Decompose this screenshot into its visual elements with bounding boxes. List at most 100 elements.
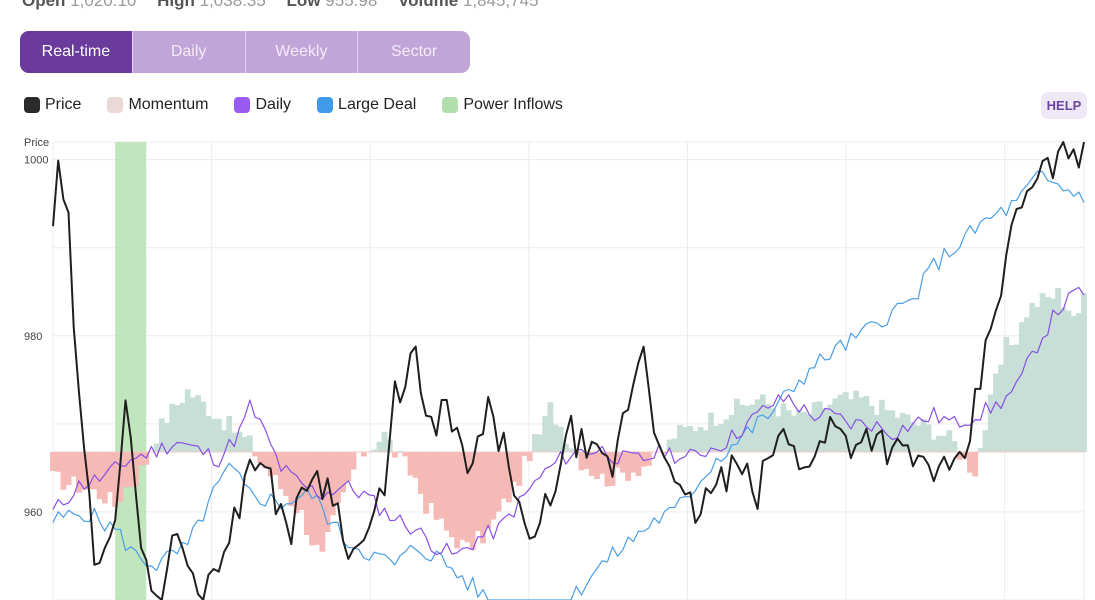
momentum-bar (272, 452, 279, 476)
tab-real-time[interactable]: Real-time (20, 31, 132, 73)
momentum-bar (599, 452, 606, 474)
price-chart: Price 1000 980 960 (24, 137, 1087, 600)
momentum-bar (200, 401, 207, 453)
legend-item-momentum[interactable]: Momentum (107, 96, 208, 114)
momentum-bar (982, 430, 989, 453)
momentum-bar (91, 452, 98, 490)
momentum-bar (65, 452, 72, 485)
momentum-bar (713, 425, 720, 453)
low-label: Low (286, 0, 321, 10)
momentum-bar (469, 452, 476, 551)
momentum-bar (827, 404, 834, 453)
momentum-bar (205, 416, 212, 453)
volume-value: 1,845,745 (462, 0, 539, 10)
momentum-bar (993, 373, 999, 453)
momentum-bar (449, 452, 455, 538)
momentum-bar (329, 452, 336, 516)
momentum-bar (946, 430, 953, 453)
legend-item-daily[interactable]: Daily (234, 96, 291, 114)
momentum-bar (459, 452, 466, 540)
momentum-bar (381, 431, 388, 453)
legend-item-price[interactable]: Price (24, 96, 81, 114)
momentum-bar (583, 452, 590, 470)
legend-item-large-deal[interactable]: Large Deal (317, 96, 416, 114)
momentum-bar (936, 435, 942, 453)
momentum-bar (640, 452, 647, 467)
momentum-bar (620, 452, 626, 473)
momentum-bar (438, 452, 445, 519)
momentum-bar (749, 404, 756, 453)
momentum-bar (1075, 313, 1082, 453)
momentum-bar (376, 441, 383, 453)
momentum-bar (107, 452, 113, 493)
momentum-bar (516, 452, 523, 486)
tab-daily[interactable]: Daily (131, 31, 245, 73)
momentum-bar (1050, 298, 1056, 453)
y-tick-label: 980 (24, 331, 42, 343)
series-lines (52, 141, 1085, 600)
momentum-bar (443, 452, 450, 531)
momentum-bar (625, 452, 631, 481)
momentum-bar (1024, 317, 1030, 453)
momentum-bar (609, 452, 616, 486)
momentum-bar (407, 452, 414, 476)
chart-grid (52, 141, 1085, 600)
momentum-bar (50, 452, 56, 471)
series-line-daily (52, 286, 1085, 556)
momentum-bar (262, 452, 269, 469)
momentum-bar (790, 415, 797, 453)
momentum-bar (221, 430, 227, 453)
momentum-bar (972, 452, 979, 477)
momentum-bar (692, 431, 699, 453)
momentum-bar (169, 403, 176, 453)
momentum-bar (1070, 315, 1077, 453)
momentum-bar (588, 452, 595, 476)
momentum-bar (231, 432, 238, 453)
momentum-bar (500, 452, 507, 499)
momentum-bar (847, 399, 854, 453)
momentum-bar (210, 418, 217, 453)
momentum-bar (868, 405, 875, 453)
momentum-bar (604, 452, 611, 487)
momentum-bar (402, 452, 409, 457)
y-tick-label: 960 (24, 507, 42, 519)
momentum-bar (81, 452, 87, 490)
momentum-bar (899, 412, 906, 453)
momentum-bar (495, 452, 502, 512)
legend-swatch-daily (234, 97, 251, 113)
tab-sector[interactable]: Sector (357, 31, 470, 73)
momentum-bar (60, 452, 67, 490)
momentum-bar (661, 452, 668, 454)
momentum-bar (676, 424, 683, 453)
momentum-bar (987, 394, 994, 453)
legend-item-power-inflows[interactable]: Power Inflows (442, 96, 563, 114)
momentum-bar (417, 452, 424, 494)
momentum-bar (350, 452, 357, 470)
momentum-bar (728, 414, 735, 453)
momentum-bar (759, 394, 766, 453)
momentum-bar (1055, 288, 1061, 453)
momentum-bar (568, 448, 574, 453)
legend-swatch-momentum (107, 97, 124, 113)
momentum-bar (537, 434, 543, 453)
momentum-bar (360, 452, 367, 457)
momentum-bar (951, 441, 958, 453)
momentum-bar (226, 415, 233, 453)
tab-weekly[interactable]: Weekly (244, 31, 358, 73)
momentum-bar (340, 452, 347, 493)
volume-label: Volume (398, 0, 459, 10)
momentum-bar (117, 452, 124, 503)
legend-swatch-price (24, 97, 40, 113)
help-button[interactable]: HELP (1041, 92, 1087, 119)
momentum-bar (1039, 293, 1046, 453)
momentum-bar (236, 431, 243, 453)
legend-label-daily: Daily (255, 96, 292, 113)
momentum-bar (490, 452, 497, 520)
momentum-bar (257, 452, 264, 464)
momentum-bar (526, 452, 533, 462)
momentum-bar (630, 452, 637, 473)
momentum-bar (96, 452, 103, 500)
momentum-bar (215, 418, 222, 453)
momentum-bar (153, 443, 160, 453)
momentum-bar (127, 452, 134, 488)
